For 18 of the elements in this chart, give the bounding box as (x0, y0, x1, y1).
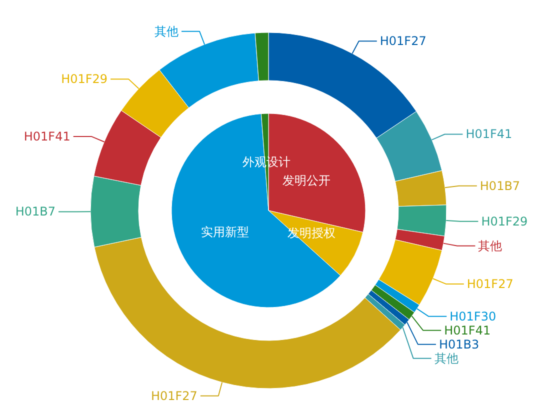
slice-label: 其他 (154, 24, 179, 38)
slice-label: H01F41 (24, 129, 70, 144)
slice-label: H01F41 (466, 127, 512, 142)
slice-label: 其他 (478, 238, 502, 253)
slice-label: H01F27 (150, 388, 198, 403)
slice-label: H01F29 (61, 72, 108, 86)
slice-label: H01F27 (380, 34, 426, 48)
slice-label: 其他 (434, 351, 458, 366)
slice-label: H01B7 (480, 178, 520, 193)
slice-label: 实用新型 (200, 224, 249, 239)
slice-label: H01F30 (450, 309, 496, 324)
slice-label: H01B3 (438, 337, 480, 352)
slice-label: H01B7 (15, 204, 56, 219)
slice-label: H01F27 (466, 276, 514, 291)
slice-label: 发明公开 (282, 173, 330, 188)
slice-label: H01F29 (481, 214, 528, 228)
slice-label: 发明授权 (288, 226, 336, 240)
slice-label: H01F41 (444, 323, 491, 338)
